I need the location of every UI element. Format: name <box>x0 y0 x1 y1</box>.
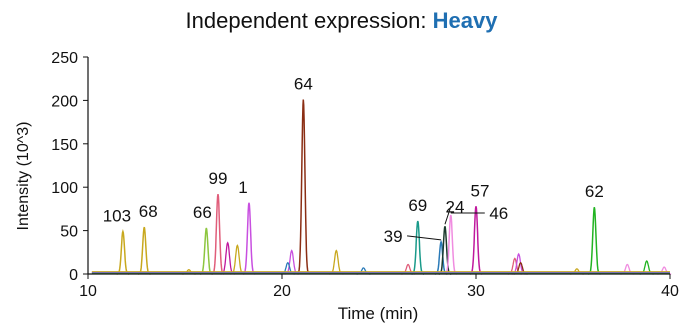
peak-trace-69 <box>411 220 424 275</box>
peak-labels: 103 68 66 99 1 64 69 39 24 46 57 62 <box>103 75 604 246</box>
peak-label-66: 66 <box>193 203 212 222</box>
peak-label-64: 64 <box>294 75 313 94</box>
chart-title: Independent expression: Heavy <box>0 8 683 34</box>
y-tick-label-0: 0 <box>69 267 78 284</box>
y-tick-label-150: 150 <box>51 137 78 154</box>
x-tick-label-10: 10 <box>79 283 97 300</box>
peak-trace-62 <box>587 207 601 275</box>
y-axis-label: Intensity (10^3) <box>15 122 32 231</box>
peak-label-69: 69 <box>408 196 427 215</box>
peak-trace-99 <box>211 193 225 275</box>
peak-label-68: 68 <box>139 202 158 221</box>
minor-peak-1 <box>220 241 235 275</box>
peak-label-1: 1 <box>238 178 247 197</box>
minor-peak-3 <box>284 249 299 275</box>
x-axis-label: Time (min) <box>338 304 419 323</box>
x-tick-label-40: 40 <box>661 283 679 300</box>
y-tick-label-200: 200 <box>51 93 78 110</box>
peak-label-62: 62 <box>585 182 604 201</box>
chart-axes: 0 50 100 150 200 250 10 20 30 40 <box>51 50 679 300</box>
x-tick-label-20: 20 <box>273 283 291 300</box>
peak-trace-68 <box>138 226 151 275</box>
peak-trace-66 <box>200 227 213 275</box>
chart-title-accent: Heavy <box>432 8 498 33</box>
peak-trace-57 <box>469 206 483 275</box>
peak-label-46: 46 <box>489 204 508 223</box>
peak-trace-103 <box>116 228 130 275</box>
peak-leader-24 <box>444 206 452 225</box>
minor-peak-2 <box>230 244 245 275</box>
x-tick-label-30: 30 <box>467 283 485 300</box>
peak-trace-1 <box>242 202 256 275</box>
y-tick-label-50: 50 <box>60 224 78 241</box>
y-tick-label-100: 100 <box>51 180 78 197</box>
peak-label-24: 24 <box>445 197 464 216</box>
peak-label-99: 99 <box>209 169 228 188</box>
minor-peak-5 <box>329 249 344 275</box>
chart-title-text: Independent expression: <box>185 8 427 33</box>
peak-label-57: 57 <box>471 181 490 200</box>
y-tick-label-250: 250 <box>51 50 78 67</box>
peak-label-103: 103 <box>103 206 131 225</box>
peak-trace-64 <box>296 99 310 275</box>
chromatogram-traces <box>91 99 672 275</box>
peak-leader-39 <box>407 235 442 241</box>
peak-label-39: 39 <box>384 227 403 246</box>
